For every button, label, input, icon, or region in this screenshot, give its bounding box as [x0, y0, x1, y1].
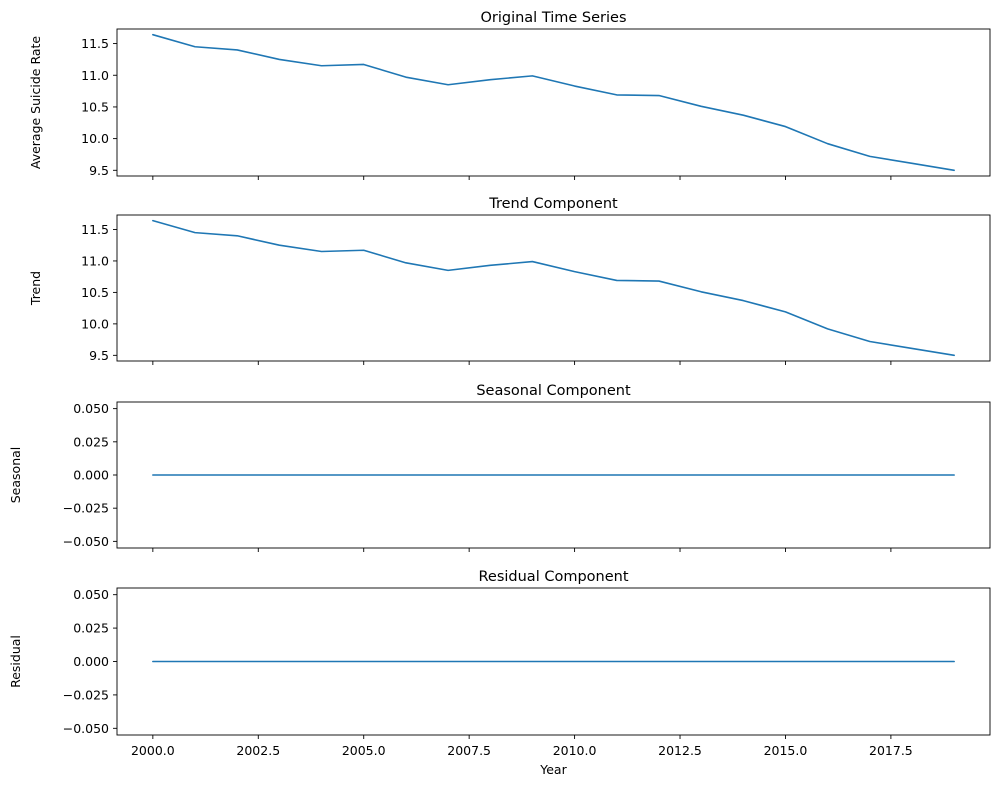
x-tick-label: 2012.5	[658, 743, 702, 758]
y-tick-label: −0.025	[63, 687, 109, 702]
y-tick-label: 9.5	[89, 348, 109, 363]
y-tick-label: 10.0	[81, 316, 109, 331]
y-tick-label: 10.0	[81, 131, 109, 146]
x-tick-label: 2017.5	[869, 743, 913, 758]
subplot-title: Original Time Series	[480, 10, 626, 26]
y-tick-label: 0.000	[73, 468, 109, 483]
y-axis-label: Average Suicide Rate	[28, 36, 43, 170]
x-axis-label: Year	[539, 762, 567, 777]
plot-frame	[116, 401, 991, 549]
y-tick-label: −0.050	[63, 721, 109, 736]
subplot-1: Original Time Series 9.5 10.0 10.5 11.0 11.5 A…	[28, 10, 991, 180]
subplot-title: Seasonal Component	[476, 383, 631, 399]
y-tick-label: 11.0	[81, 253, 109, 268]
series-line	[152, 219, 955, 357]
y-tick-label: 9.5	[89, 163, 109, 178]
x-tick-label: 2007.5	[447, 743, 491, 758]
y-tick-label: 0.025	[73, 621, 109, 636]
y-tick-label: 0.025	[73, 434, 109, 449]
y-tick-label: 0.050	[73, 401, 109, 416]
y-tick-label: 0.000	[73, 654, 109, 669]
y-axis-label: Residual	[8, 635, 23, 688]
subplot-title: Residual Component	[478, 569, 628, 585]
x-tick-label: 2015.0	[764, 743, 808, 758]
y-tick-label: −0.050	[63, 534, 109, 549]
x-tick-label: 2005.0	[342, 743, 386, 758]
y-tick-label: 10.5	[81, 99, 109, 114]
plot-frame	[116, 28, 991, 177]
x-tick-label: 2002.5	[236, 743, 280, 758]
subplot-2: Trend Component 9.5 10.0 10.5 11.0 11.5 Trend	[28, 196, 991, 365]
subplot-3: Seasonal Component −0.050 −0.025 0.000 0.025…	[8, 383, 991, 552]
y-axis-label: Seasonal	[8, 447, 23, 504]
y-tick-label: 10.5	[81, 285, 109, 300]
plot-frame	[116, 587, 991, 736]
y-axis-label: Trend	[28, 271, 43, 306]
y-tick-label: 11.0	[81, 68, 109, 83]
subplot-4: Residual Component −0.050 −0.025 0.000 0.025…	[8, 569, 991, 758]
series-line	[152, 33, 955, 172]
subplot-title: Trend Component	[488, 196, 618, 212]
y-tick-label: 0.050	[73, 587, 109, 602]
x-tick-label: 2000.0	[131, 743, 175, 758]
y-tick-label: −0.025	[63, 501, 109, 516]
x-tick-label: 2010.0	[553, 743, 597, 758]
y-tick-label: 11.5	[81, 36, 109, 51]
plot-frame	[116, 214, 991, 362]
y-tick-label: 11.5	[81, 222, 109, 237]
